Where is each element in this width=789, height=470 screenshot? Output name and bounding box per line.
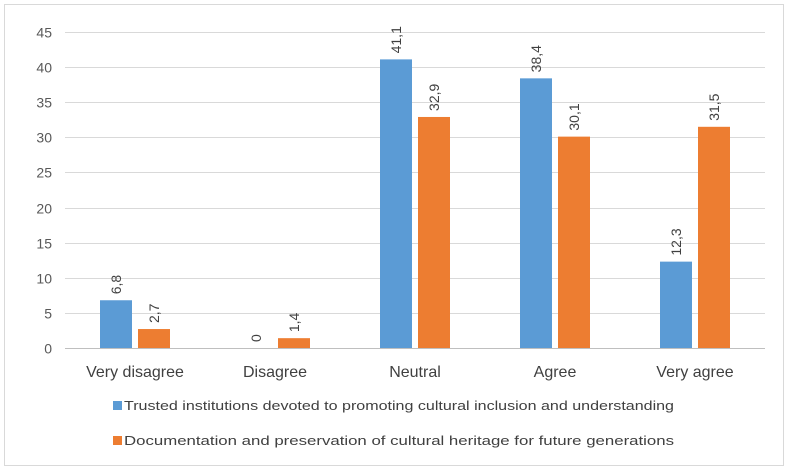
bar-institutions (380, 59, 412, 349)
y-tick-label: 5 (44, 306, 52, 322)
x-category-label: Very agree (656, 364, 733, 381)
y-tick-label: 10 (36, 271, 52, 287)
y-axis: 0 5 10 15 20 25 30 35 40 45 (36, 25, 52, 357)
data-label: 38,4 (528, 45, 544, 72)
bar-documentation (558, 136, 590, 348)
bar-documentation (418, 116, 450, 348)
data-labels: 6,8 2,7 0 1,4 41,1 32,9 38,4 30,1 12,3 31,5 (108, 26, 722, 342)
legend-label: Trusted institutions devoted to promotin… (124, 398, 674, 413)
bar-documentation (138, 329, 170, 348)
bar-institutions (660, 261, 692, 348)
data-label: 12,3 (668, 228, 684, 255)
data-label: 6,8 (108, 275, 124, 295)
x-category-label: Agree (534, 364, 577, 381)
gridlines (65, 32, 765, 349)
y-tick-label: 0 (44, 341, 52, 357)
bar-institutions (520, 78, 552, 348)
x-axis: Very disagree Disagree Neutral Agree Very ag… (86, 364, 734, 381)
y-tick-label: 35 (36, 95, 52, 111)
data-label: 2,7 (146, 303, 162, 323)
y-tick-label: 25 (36, 165, 52, 181)
bar-documentation (278, 338, 310, 348)
legend-swatch (113, 436, 122, 445)
x-category-label: Neutral (389, 364, 441, 381)
data-label: 1,4 (286, 312, 302, 332)
data-label: 0 (248, 334, 264, 342)
bars (100, 59, 730, 349)
legend-label: Documentation and preservation of cultur… (124, 433, 675, 448)
bar-institutions (100, 300, 132, 348)
y-tick-label: 30 (36, 130, 52, 146)
y-tick-label: 45 (36, 25, 52, 41)
data-label: 30,1 (566, 103, 582, 130)
x-category-label: Disagree (243, 364, 307, 381)
legend-swatch (113, 401, 122, 410)
data-label: 32,9 (426, 84, 442, 111)
y-tick-label: 40 (36, 60, 52, 76)
bar-documentation (698, 126, 730, 348)
data-label: 41,1 (388, 26, 404, 53)
data-label: 31,5 (706, 93, 722, 120)
y-tick-label: 15 (36, 236, 52, 252)
legend: Trusted institutions devoted to promotin… (113, 398, 675, 448)
x-category-label: Very disagree (86, 364, 184, 381)
y-tick-label: 20 (36, 201, 52, 217)
